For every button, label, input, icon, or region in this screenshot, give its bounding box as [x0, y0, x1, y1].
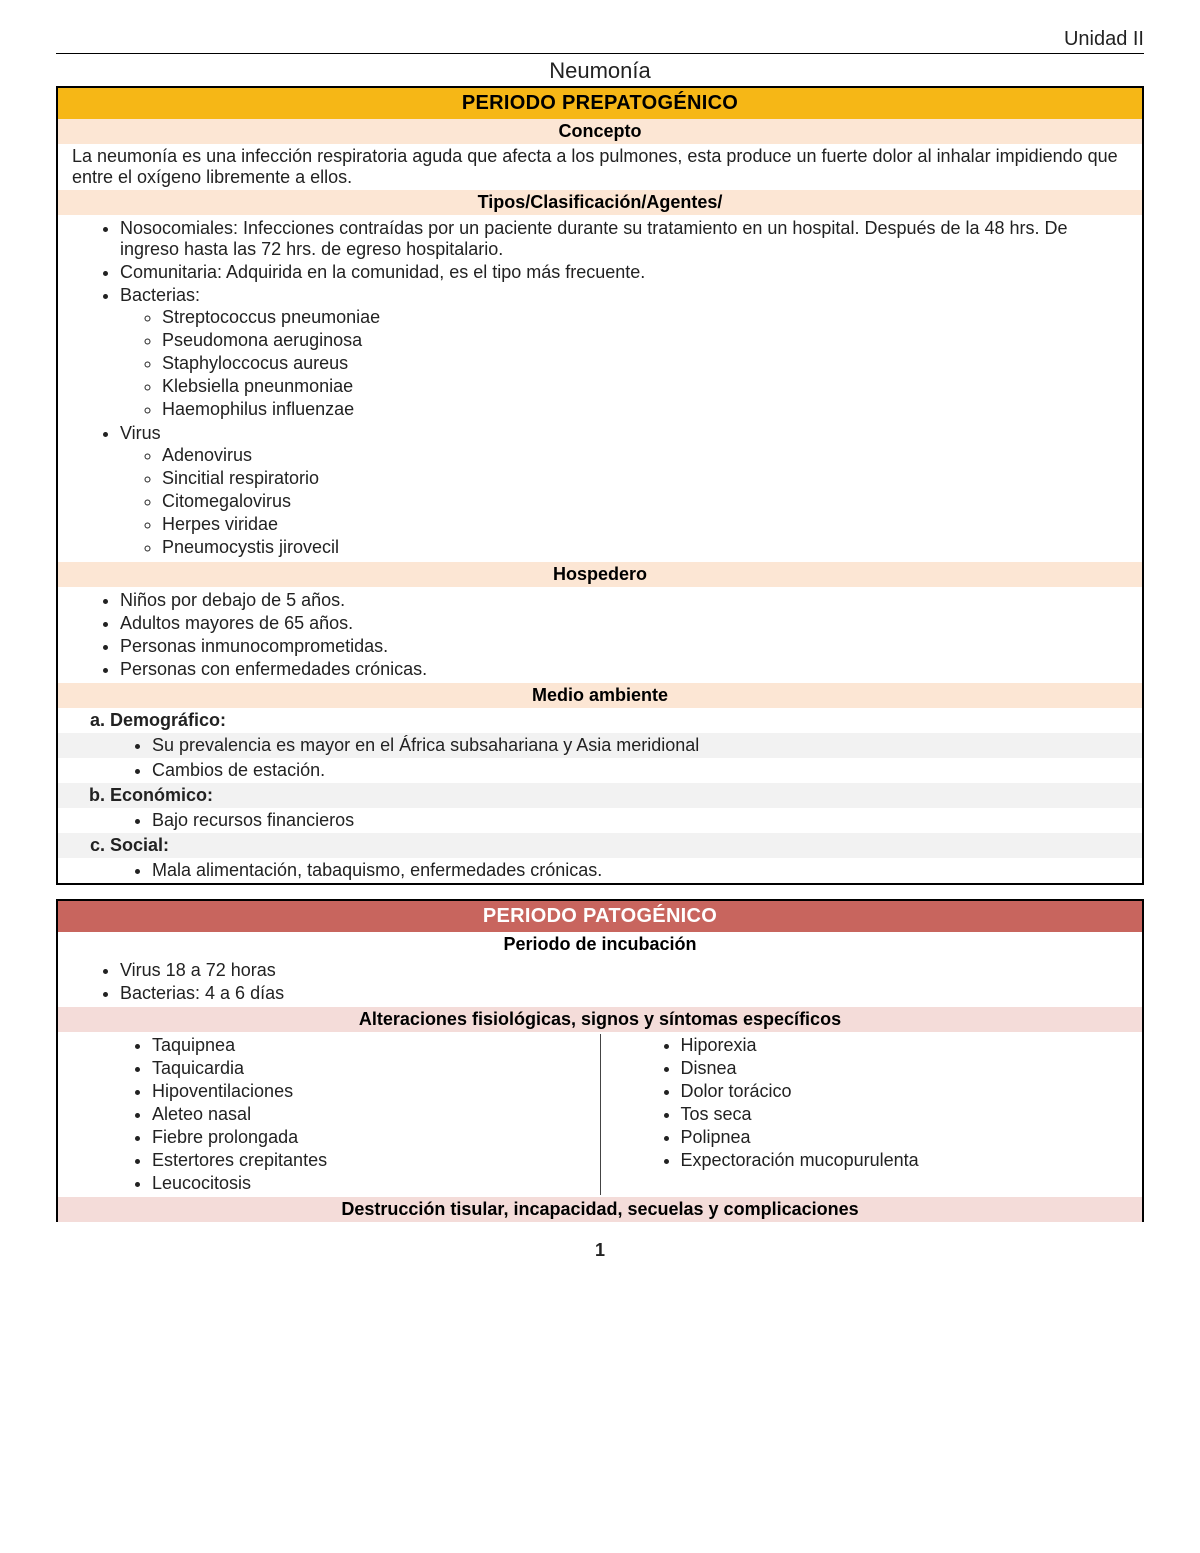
- list-item: Dolor torácico: [681, 1080, 1129, 1103]
- list-item: Adenovirus: [162, 444, 1128, 467]
- list-item: Klebsiella pneunmoniae: [162, 375, 1128, 398]
- list-item: Comunitaria: Adquirida en la comunidad, …: [120, 261, 1128, 284]
- list-item: Sincitial respiratorio: [162, 467, 1128, 490]
- list-item: Expectoración mucopurulenta: [681, 1149, 1129, 1172]
- section-patogenico: PERIODO PATOGÉNICO Periodo de incubación…: [56, 899, 1144, 1222]
- subhdr-incubacion: Periodo de incubación: [58, 932, 1142, 957]
- list-item: Staphyloccocus aureus: [162, 352, 1128, 375]
- list-item: Hipoventilaciones: [152, 1080, 600, 1103]
- list-item: Cambios de estación.: [152, 759, 1128, 782]
- subhdr-destruccion: Destrucción tisular, incapacidad, secuel…: [58, 1197, 1142, 1222]
- list-item: Mala alimentación, tabaquismo, enfermeda…: [152, 859, 1128, 882]
- header-unit: Unidad II: [1064, 28, 1144, 51]
- subhdr-medio: Medio ambiente: [58, 683, 1142, 708]
- section-prepatogenico: PERIODO PREPATOGÉNICO Concepto La neumon…: [56, 86, 1144, 885]
- virus-label: Virus: [120, 423, 161, 443]
- list-item: Aleteo nasal: [152, 1103, 600, 1126]
- medio-a-label: Demográfico:: [110, 709, 1128, 732]
- subhdr-concepto: Concepto: [58, 119, 1142, 144]
- list-item: Polipnea: [681, 1126, 1129, 1149]
- hospedero-block: Niños por debajo de 5 años.Adultos mayor…: [58, 587, 1142, 683]
- list-item: Bajo recursos financieros: [152, 809, 1128, 832]
- subhdr-alteraciones: Alteraciones fisiológicas, signos y sínt…: [58, 1007, 1142, 1032]
- list-item: Citomegalovirus: [162, 490, 1128, 513]
- list-item: Pseudomona aeruginosa: [162, 329, 1128, 352]
- list-item: Haemophilus influenzae: [162, 398, 1128, 421]
- list-item: Niños por debajo de 5 años.: [120, 589, 1128, 612]
- list-item: Tos seca: [681, 1103, 1129, 1126]
- medio-b-label: Económico:: [110, 784, 1128, 807]
- list-item: Herpes viridae: [162, 513, 1128, 536]
- list-item: Virus AdenovirusSincitial respiratorioCi…: [120, 422, 1128, 560]
- concepto-text: La neumonía es una infección respiratori…: [58, 144, 1142, 190]
- incubacion-block: Virus 18 a 72 horasBacterias: 4 a 6 días: [58, 957, 1142, 1007]
- header-rule: Unidad II: [56, 30, 1144, 54]
- band-prepatogenico: PERIODO PREPATOGÉNICO: [58, 88, 1142, 119]
- list-item: Leucocitosis: [152, 1172, 600, 1195]
- doc-title: Neumonía: [56, 58, 1144, 84]
- medio-c-label: Social:: [110, 834, 1128, 857]
- list-item: Personas inmunocomprometidas.: [120, 635, 1128, 658]
- list-item: Fiebre prolongada: [152, 1126, 600, 1149]
- list-item: Su prevalencia es mayor en el África sub…: [152, 734, 1128, 757]
- list-item: Pneumocystis jirovecil: [162, 536, 1128, 559]
- list-item: Adultos mayores de 65 años.: [120, 612, 1128, 635]
- list-item: Bacterias: 4 a 6 días: [120, 982, 1128, 1005]
- sintomas-block: TaquipneaTaquicardiaHipoventilacionesAle…: [58, 1032, 1142, 1197]
- list-item: Bacterias: Streptococcus pneumoniaePseud…: [120, 284, 1128, 422]
- subhdr-tipos: Tipos/Clasificación/Agentes/: [58, 190, 1142, 215]
- page-number: 1: [56, 1240, 1144, 1261]
- subhdr-hospedero: Hospedero: [58, 562, 1142, 587]
- bacterias-label: Bacterias:: [120, 285, 200, 305]
- list-item: Estertores crepitantes: [152, 1149, 600, 1172]
- band-patogenico: PERIODO PATOGÉNICO: [58, 901, 1142, 932]
- list-item: Taquipnea: [152, 1034, 600, 1057]
- list-item: Streptococcus pneumoniae: [162, 306, 1128, 329]
- list-item: Taquicardia: [152, 1057, 600, 1080]
- list-item: Disnea: [681, 1057, 1129, 1080]
- medio-block: Demográfico: Su prevalencia es mayor en …: [58, 708, 1142, 883]
- list-item: Personas con enfermedades crónicas.: [120, 658, 1128, 681]
- list-item: Virus 18 a 72 horas: [120, 959, 1128, 982]
- list-item: Hiporexia: [681, 1034, 1129, 1057]
- tipos-block: Nosocomiales: Infecciones contraídas por…: [58, 215, 1142, 562]
- list-item: Nosocomiales: Infecciones contraídas por…: [120, 217, 1128, 261]
